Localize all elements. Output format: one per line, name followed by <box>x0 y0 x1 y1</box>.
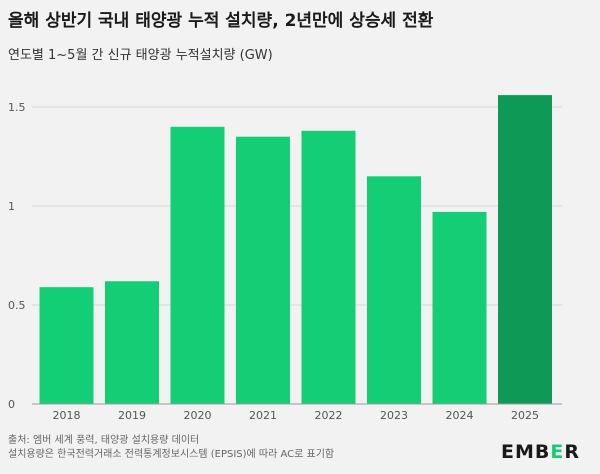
y-tick-label: 1 <box>8 200 15 213</box>
bar <box>301 130 356 404</box>
x-tick-label: 2022 <box>315 409 343 422</box>
ember-logo: EMBER <box>501 441 580 463</box>
y-tick-label: 0.5 <box>8 299 26 312</box>
x-tick-label: 2025 <box>511 409 539 422</box>
y-tick-label: 1.5 <box>8 101 26 114</box>
x-tick-label: 2023 <box>380 409 408 422</box>
source-line-2: 설치용량은 한국전력거래소 전력통계정보시스템 (EPSIS)에 따라 AC로 … <box>8 449 335 460</box>
source-note: 출처: 엠버 세계 풍력, 태양광 설치용량 데이터 설치용량은 한국전력거래소… <box>8 434 334 462</box>
bar <box>498 95 552 405</box>
x-tick-label: 2020 <box>184 409 212 422</box>
bar <box>39 287 94 404</box>
x-tick-label: 2021 <box>249 409 277 422</box>
source-line-1: 출처: 엠버 세계 풍력, 태양광 설치용량 데이터 <box>8 435 200 446</box>
logo-text-suffix: R <box>564 441 580 463</box>
bar <box>236 136 290 404</box>
x-tick-label: 2018 <box>53 409 81 422</box>
chart-subtitle: 연도별 1~5월 간 신규 태양광 누적설치량 (GW) <box>8 48 273 63</box>
logo-text-prefix: EMB <box>501 441 551 463</box>
bar <box>170 126 225 405</box>
chart-title: 올해 상반기 국내 태양광 누적 설치량, 2년만에 상승세 전환 <box>8 11 434 31</box>
x-tick-label: 2024 <box>446 409 474 422</box>
bar <box>432 211 487 404</box>
logo-text-accent: E <box>550 441 565 463</box>
bar <box>105 281 159 404</box>
x-tick-label: 2019 <box>118 409 146 422</box>
bar <box>367 176 421 404</box>
y-tick-label: 0 <box>8 398 15 411</box>
